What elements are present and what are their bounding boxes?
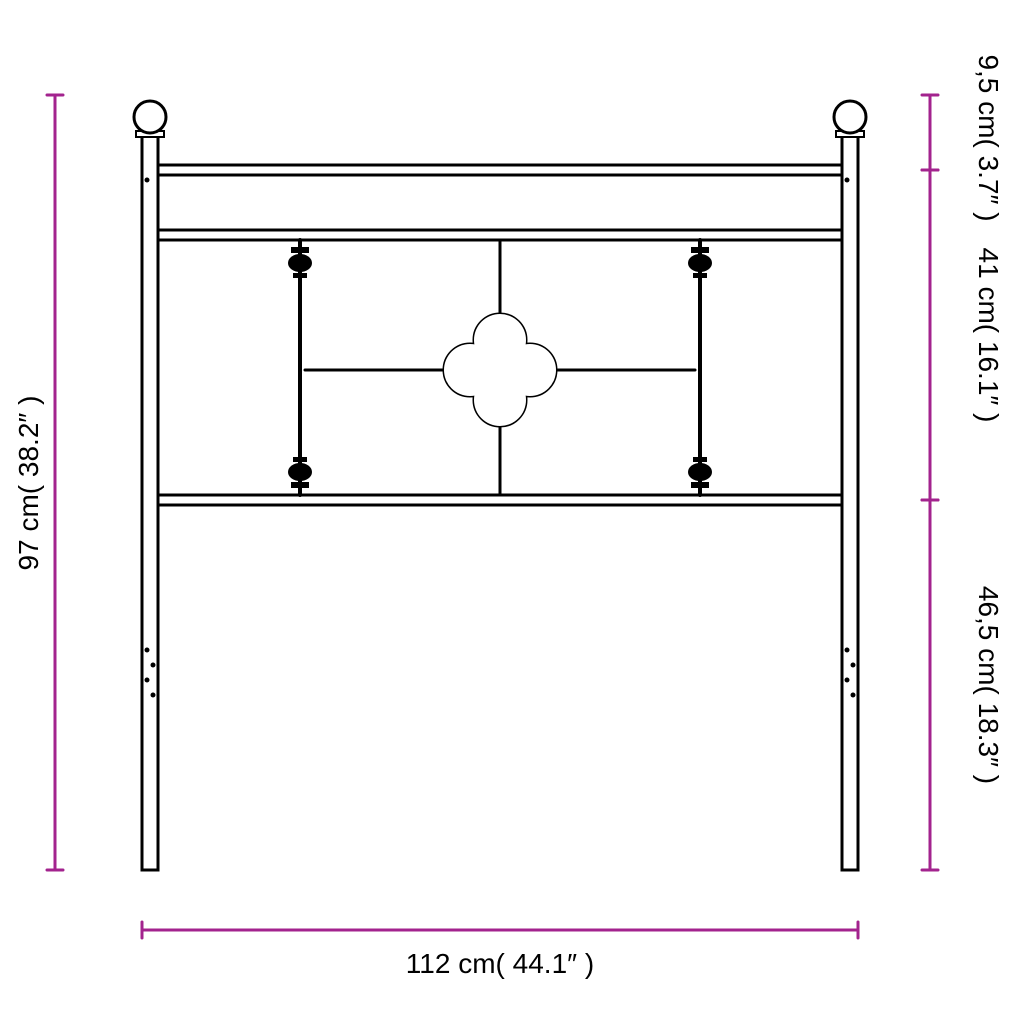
dim-finial-height: 9,5 cm( 3.7″ ): [972, 54, 1004, 221]
dim-width: 112 cm( 44.1″ ): [406, 948, 594, 980]
dim-panel-height: 41 cm( 16.1″ ): [972, 248, 1004, 423]
dim-leg-height: 46,5 cm( 18.3″ ): [972, 586, 1004, 784]
dim-total-height: 97 cm( 38.2″ ): [13, 395, 45, 570]
